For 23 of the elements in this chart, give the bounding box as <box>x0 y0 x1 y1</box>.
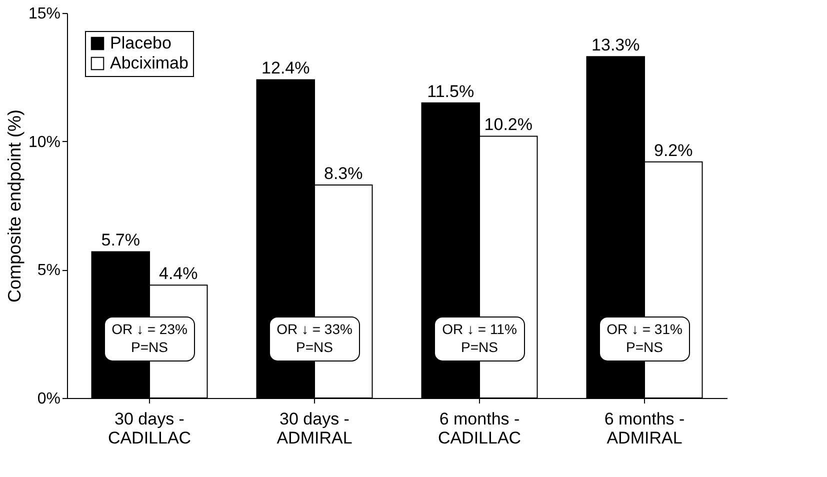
y-tick-label: 10% <box>28 134 60 151</box>
legend-label: Placebo <box>110 34 172 52</box>
data-label: 10.2% <box>484 115 532 134</box>
legend-label: Abciximab <box>110 54 188 72</box>
x-tick-label: 6 months - ADMIRAL <box>604 410 685 448</box>
data-label: 8.3% <box>324 164 363 183</box>
x-tick-label: 30 days - ADMIRAL <box>276 410 352 448</box>
annotation: OR ↓ = 23% P=NS <box>112 320 188 355</box>
data-label: 11.5% <box>427 82 474 101</box>
annotation: OR ↓ = 11% P=NS <box>442 320 517 355</box>
y-tick-label: 5% <box>37 262 60 280</box>
data-label: 9.2% <box>654 140 693 160</box>
data-label: 4.4% <box>159 264 198 284</box>
y-tick-label: 0% <box>37 390 60 408</box>
data-label: 13.3% <box>592 36 640 55</box>
x-tick-label: 6 months - CADILLAC <box>438 410 522 448</box>
annotation: OR ↓ = 33% P=NS <box>276 320 352 355</box>
annotation: OR ↓ = 31% P=NS <box>606 320 682 355</box>
data-label: 12.4% <box>262 58 310 78</box>
data-label: 5.7% <box>101 230 140 250</box>
x-tick-label: 30 days - CADILLAC <box>108 410 192 448</box>
y-tick-label: 15% <box>28 6 60 22</box>
y-axis-title: Composite endpoint (%) <box>4 109 24 303</box>
